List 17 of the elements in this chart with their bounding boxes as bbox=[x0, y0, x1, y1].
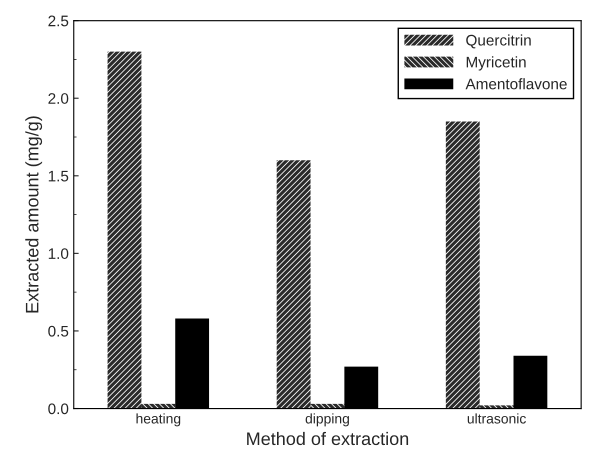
x-tick-label: dipping bbox=[306, 413, 349, 426]
bar bbox=[108, 52, 142, 409]
y-tick-label: 1.0 bbox=[48, 248, 68, 260]
y-tick-label: 2.5 bbox=[48, 16, 68, 26]
bar bbox=[446, 121, 480, 409]
y-tick-label: 2.0 bbox=[48, 93, 68, 104]
legend-label: Amentoflavone bbox=[466, 78, 567, 90]
y-tick-label: 1.5 bbox=[48, 170, 68, 182]
legend-label: Myricetin bbox=[466, 56, 526, 71]
x-tick-label: heating bbox=[136, 413, 180, 426]
y-tick-label: 0.5 bbox=[48, 326, 68, 337]
x-axis-title: Method of extraction bbox=[247, 432, 408, 446]
bar bbox=[276, 160, 311, 409]
y-axis-title: Extracted amount (mg/g) bbox=[25, 116, 42, 312]
legend-label: Quercitrin bbox=[466, 34, 531, 48]
x-tick-label: ultrasonic bbox=[468, 413, 526, 424]
y-tick-label: 0.0 bbox=[48, 403, 68, 414]
